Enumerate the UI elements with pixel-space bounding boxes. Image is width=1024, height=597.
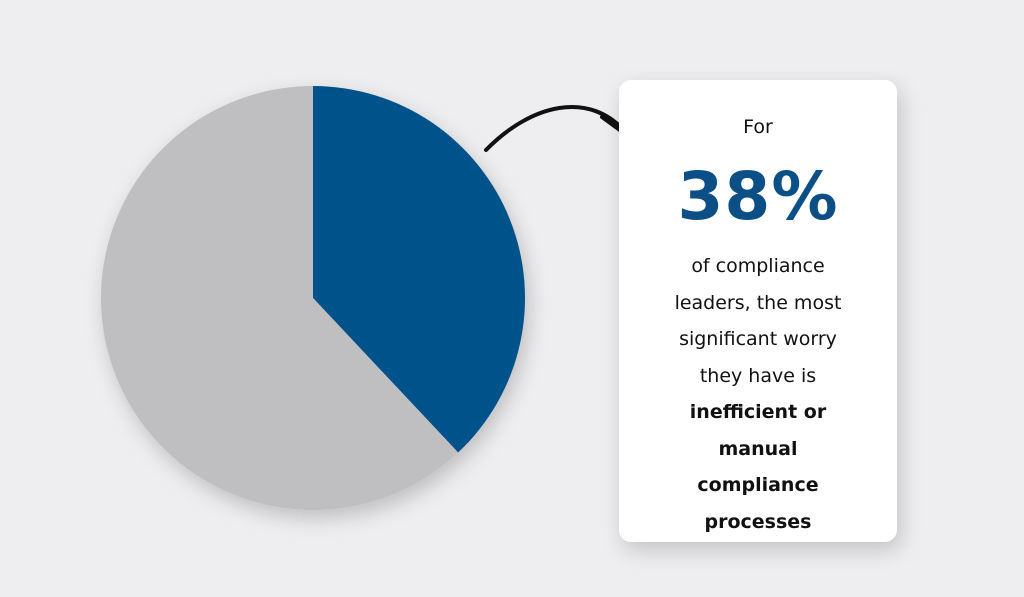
pie-slice: [313, 86, 525, 453]
callout-card: For 38% of compliance leaders, the most …: [619, 80, 897, 542]
callout-emphasis: inefficient or manual compliance process…: [689, 401, 827, 533]
lead-text: For: [743, 116, 773, 138]
pie: [101, 86, 525, 510]
value-label: 38%: [677, 158, 839, 235]
callout-text: of compliance leaders, the most signific…: [674, 255, 842, 387]
arrow: [484, 105, 630, 152]
pie-slice: [101, 86, 459, 510]
callout-body: of compliance leaders, the most signific…: [663, 248, 853, 540]
